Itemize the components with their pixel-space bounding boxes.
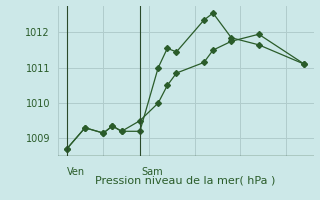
Text: Ven: Ven — [67, 167, 85, 177]
X-axis label: Pression niveau de la mer( hPa ): Pression niveau de la mer( hPa ) — [95, 175, 276, 185]
Text: Sam: Sam — [141, 167, 163, 177]
